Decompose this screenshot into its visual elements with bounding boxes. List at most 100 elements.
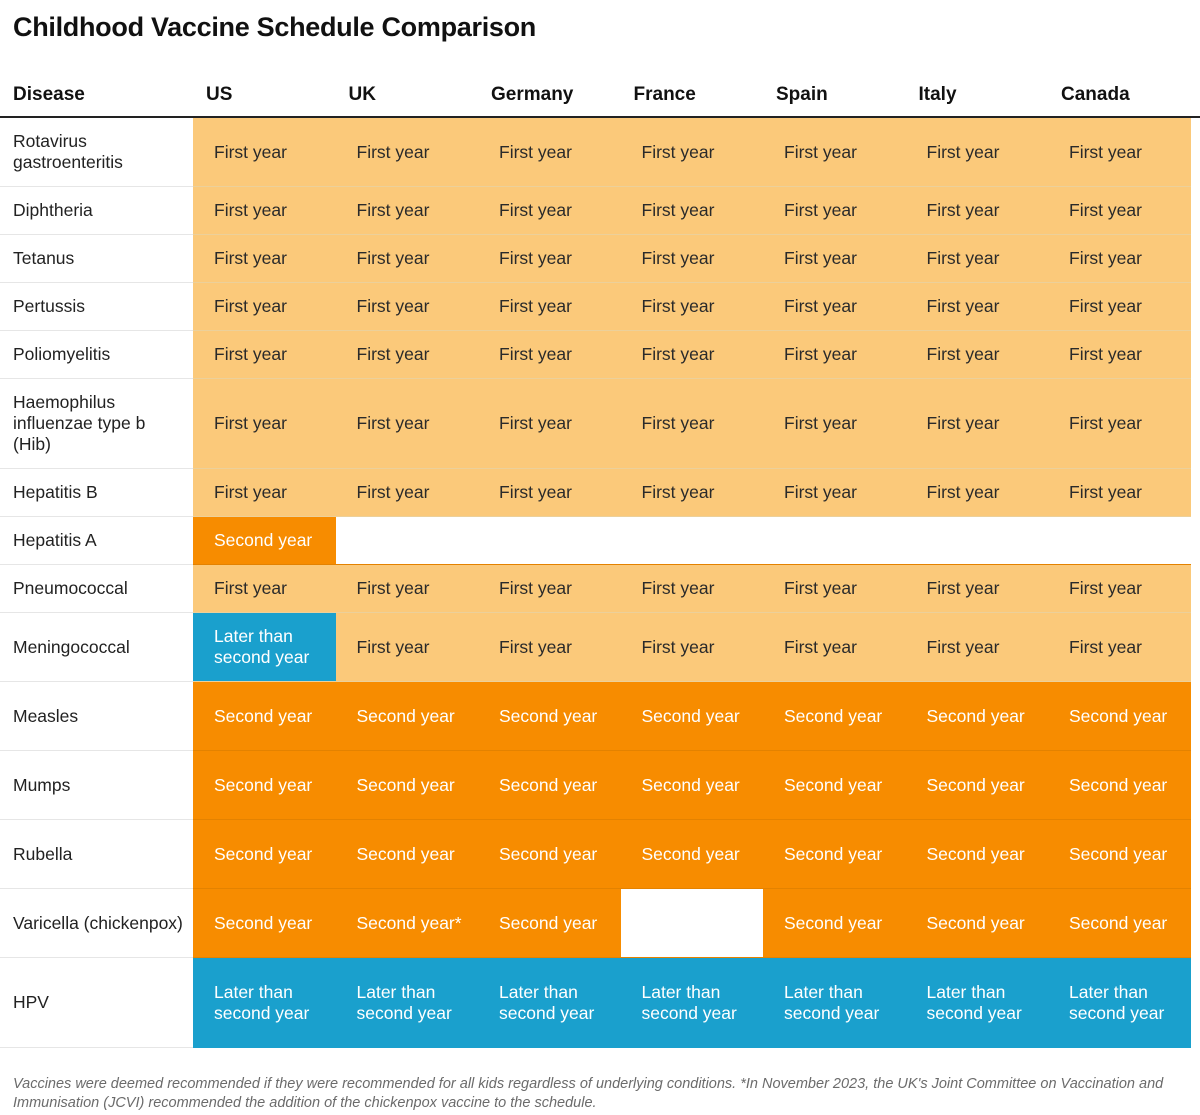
cell-rubella-spain: Second year bbox=[763, 820, 906, 889]
cell-hepatitis-a-france bbox=[620, 517, 763, 565]
cell-mumps-germany: Second year bbox=[478, 751, 621, 820]
cell-haemophilus-influenzae-type-b-hib-canada: First year bbox=[1048, 379, 1191, 469]
cell-mumps-us: Second year bbox=[193, 751, 336, 820]
cell-haemophilus-influenzae-type-b-hib-france: First year bbox=[620, 379, 763, 469]
cell-mumps-france: Second year bbox=[620, 751, 763, 820]
row-spacer bbox=[1190, 283, 1200, 331]
cell-mumps-spain: Second year bbox=[763, 751, 906, 820]
cell-meningococcal-france: First year bbox=[620, 613, 763, 682]
cell-hepatitis-a-us: Second year bbox=[193, 517, 336, 565]
cell-rubella-uk: Second year bbox=[335, 820, 478, 889]
column-header-canada: Canada bbox=[1048, 74, 1191, 118]
cell-hepatitis-a-uk bbox=[335, 517, 478, 565]
cell-hepatitis-b-canada: First year bbox=[1048, 469, 1191, 517]
cell-measles-us: Second year bbox=[193, 682, 336, 751]
cell-hepatitis-a-italy bbox=[905, 517, 1048, 565]
column-header-france: France bbox=[620, 74, 763, 118]
cell-haemophilus-influenzae-type-b-hib-us: First year bbox=[193, 379, 336, 469]
cell-varicella-chickenpox-spain: Second year bbox=[763, 889, 906, 958]
row-spacer bbox=[1190, 379, 1200, 469]
cell-diphtheria-germany: First year bbox=[478, 187, 621, 235]
cell-measles-spain: Second year bbox=[763, 682, 906, 751]
cell-diphtheria-us: First year bbox=[193, 187, 336, 235]
column-header-uk: UK bbox=[335, 74, 478, 118]
cell-hepatitis-a-germany bbox=[478, 517, 621, 565]
table-row: Tetanus First year First year First year Fir… bbox=[0, 235, 1200, 283]
header-spacer bbox=[1190, 74, 1200, 118]
cell-rotavirus-gastroenteritis-spain: First year bbox=[763, 118, 906, 187]
table-row: Diphtheria First year First year First year… bbox=[0, 187, 1200, 235]
cell-diphtheria-canada: First year bbox=[1048, 187, 1191, 235]
cell-rotavirus-gastroenteritis-us: First year bbox=[193, 118, 336, 187]
cell-varicella-chickenpox-france bbox=[620, 889, 763, 958]
column-header-spain: Spain bbox=[763, 74, 906, 118]
row-spacer bbox=[1190, 820, 1200, 889]
cell-measles-germany: Second year bbox=[478, 682, 621, 751]
column-header-us: US bbox=[193, 74, 336, 118]
cell-varicella-chickenpox-germany: Second year bbox=[478, 889, 621, 958]
cell-meningococcal-uk: First year bbox=[335, 613, 478, 682]
cell-tetanus-france: First year bbox=[620, 235, 763, 283]
cell-rotavirus-gastroenteritis-uk: First year bbox=[335, 118, 478, 187]
table-row: Poliomyelitis First year First year First y… bbox=[0, 331, 1200, 379]
cell-haemophilus-influenzae-type-b-hib-uk: First year bbox=[335, 379, 478, 469]
cell-hpv-germany: Later than second year bbox=[478, 958, 621, 1048]
disease-label-pneumococcal: Pneumococcal bbox=[0, 565, 193, 613]
disease-label-pertussis: Pertussis bbox=[0, 283, 193, 331]
cell-rubella-canada: Second year bbox=[1048, 820, 1191, 889]
footnote: Vaccines were deemed recommended if they… bbox=[13, 1076, 1164, 1111]
cell-hepatitis-b-germany: First year bbox=[478, 469, 621, 517]
cell-poliomyelitis-italy: First year bbox=[905, 331, 1048, 379]
cell-measles-france: Second year bbox=[620, 682, 763, 751]
table-row: HPV Later than second year Later than seco… bbox=[0, 958, 1200, 1048]
cell-hepatitis-a-spain bbox=[763, 517, 906, 565]
cell-hpv-uk: Later than second year bbox=[335, 958, 478, 1048]
row-spacer bbox=[1190, 469, 1200, 517]
cell-tetanus-uk: First year bbox=[335, 235, 478, 283]
cell-pertussis-france: First year bbox=[620, 283, 763, 331]
cell-pneumococcal-france: First year bbox=[620, 565, 763, 613]
disease-label-hepatitis-a: Hepatitis A bbox=[0, 517, 193, 565]
cell-varicella-chickenpox-uk: Second year* bbox=[335, 889, 478, 958]
column-header-italy: Italy bbox=[905, 74, 1048, 118]
cell-pertussis-canada: First year bbox=[1048, 283, 1191, 331]
cell-poliomyelitis-us: First year bbox=[193, 331, 336, 379]
cell-mumps-canada: Second year bbox=[1048, 751, 1191, 820]
table-row: Measles Second year Second year Second year… bbox=[0, 682, 1200, 751]
cell-diphtheria-spain: First year bbox=[763, 187, 906, 235]
cell-tetanus-italy: First year bbox=[905, 235, 1048, 283]
cell-pneumococcal-italy: First year bbox=[905, 565, 1048, 613]
disease-label-varicella-chickenpox: Varicella (chickenpox) bbox=[0, 889, 193, 958]
cell-pneumococcal-us: First year bbox=[193, 565, 336, 613]
disease-label-measles: Measles bbox=[0, 682, 193, 751]
disease-label-diphtheria: Diphtheria bbox=[0, 187, 193, 235]
cell-hepatitis-b-uk: First year bbox=[335, 469, 478, 517]
cell-pertussis-germany: First year bbox=[478, 283, 621, 331]
disease-label-haemophilus-influenzae-type-b-hib: Haemophilus influenzae type b (Hib) bbox=[0, 379, 193, 469]
table-row: Hepatitis A Second year bbox=[0, 517, 1200, 565]
table-row: Pertussis First year First year First year F… bbox=[0, 283, 1200, 331]
row-spacer bbox=[1190, 889, 1200, 958]
cell-haemophilus-influenzae-type-b-hib-italy: First year bbox=[905, 379, 1048, 469]
column-header-germany: Germany bbox=[478, 74, 621, 118]
cell-diphtheria-uk: First year bbox=[335, 187, 478, 235]
cell-pneumococcal-canada: First year bbox=[1048, 565, 1191, 613]
table-row: Haemophilus influenzae type b (Hib) First… bbox=[0, 379, 1200, 469]
cell-mumps-uk: Second year bbox=[335, 751, 478, 820]
disease-label-hpv: HPV bbox=[0, 958, 193, 1048]
cell-varicella-chickenpox-canada: Second year bbox=[1048, 889, 1191, 958]
row-spacer bbox=[1190, 565, 1200, 613]
disease-label-mumps: Mumps bbox=[0, 751, 193, 820]
cell-pneumococcal-spain: First year bbox=[763, 565, 906, 613]
cell-measles-uk: Second year bbox=[335, 682, 478, 751]
table-row: Meningococcal Later than second year First… bbox=[0, 613, 1200, 682]
cell-hepatitis-b-italy: First year bbox=[905, 469, 1048, 517]
cell-haemophilus-influenzae-type-b-hib-spain: First year bbox=[763, 379, 906, 469]
table-row: Varicella (chickenpox) Second year Second … bbox=[0, 889, 1200, 958]
disease-label-rotavirus-gastroenteritis: Rotavirus gastroenteritis bbox=[0, 118, 193, 187]
chart-title: Childhood Vaccine Schedule Comparison bbox=[13, 12, 536, 42]
cell-tetanus-spain: First year bbox=[763, 235, 906, 283]
cell-measles-italy: Second year bbox=[905, 682, 1048, 751]
disease-label-tetanus: Tetanus bbox=[0, 235, 193, 283]
cell-pneumococcal-germany: First year bbox=[478, 565, 621, 613]
